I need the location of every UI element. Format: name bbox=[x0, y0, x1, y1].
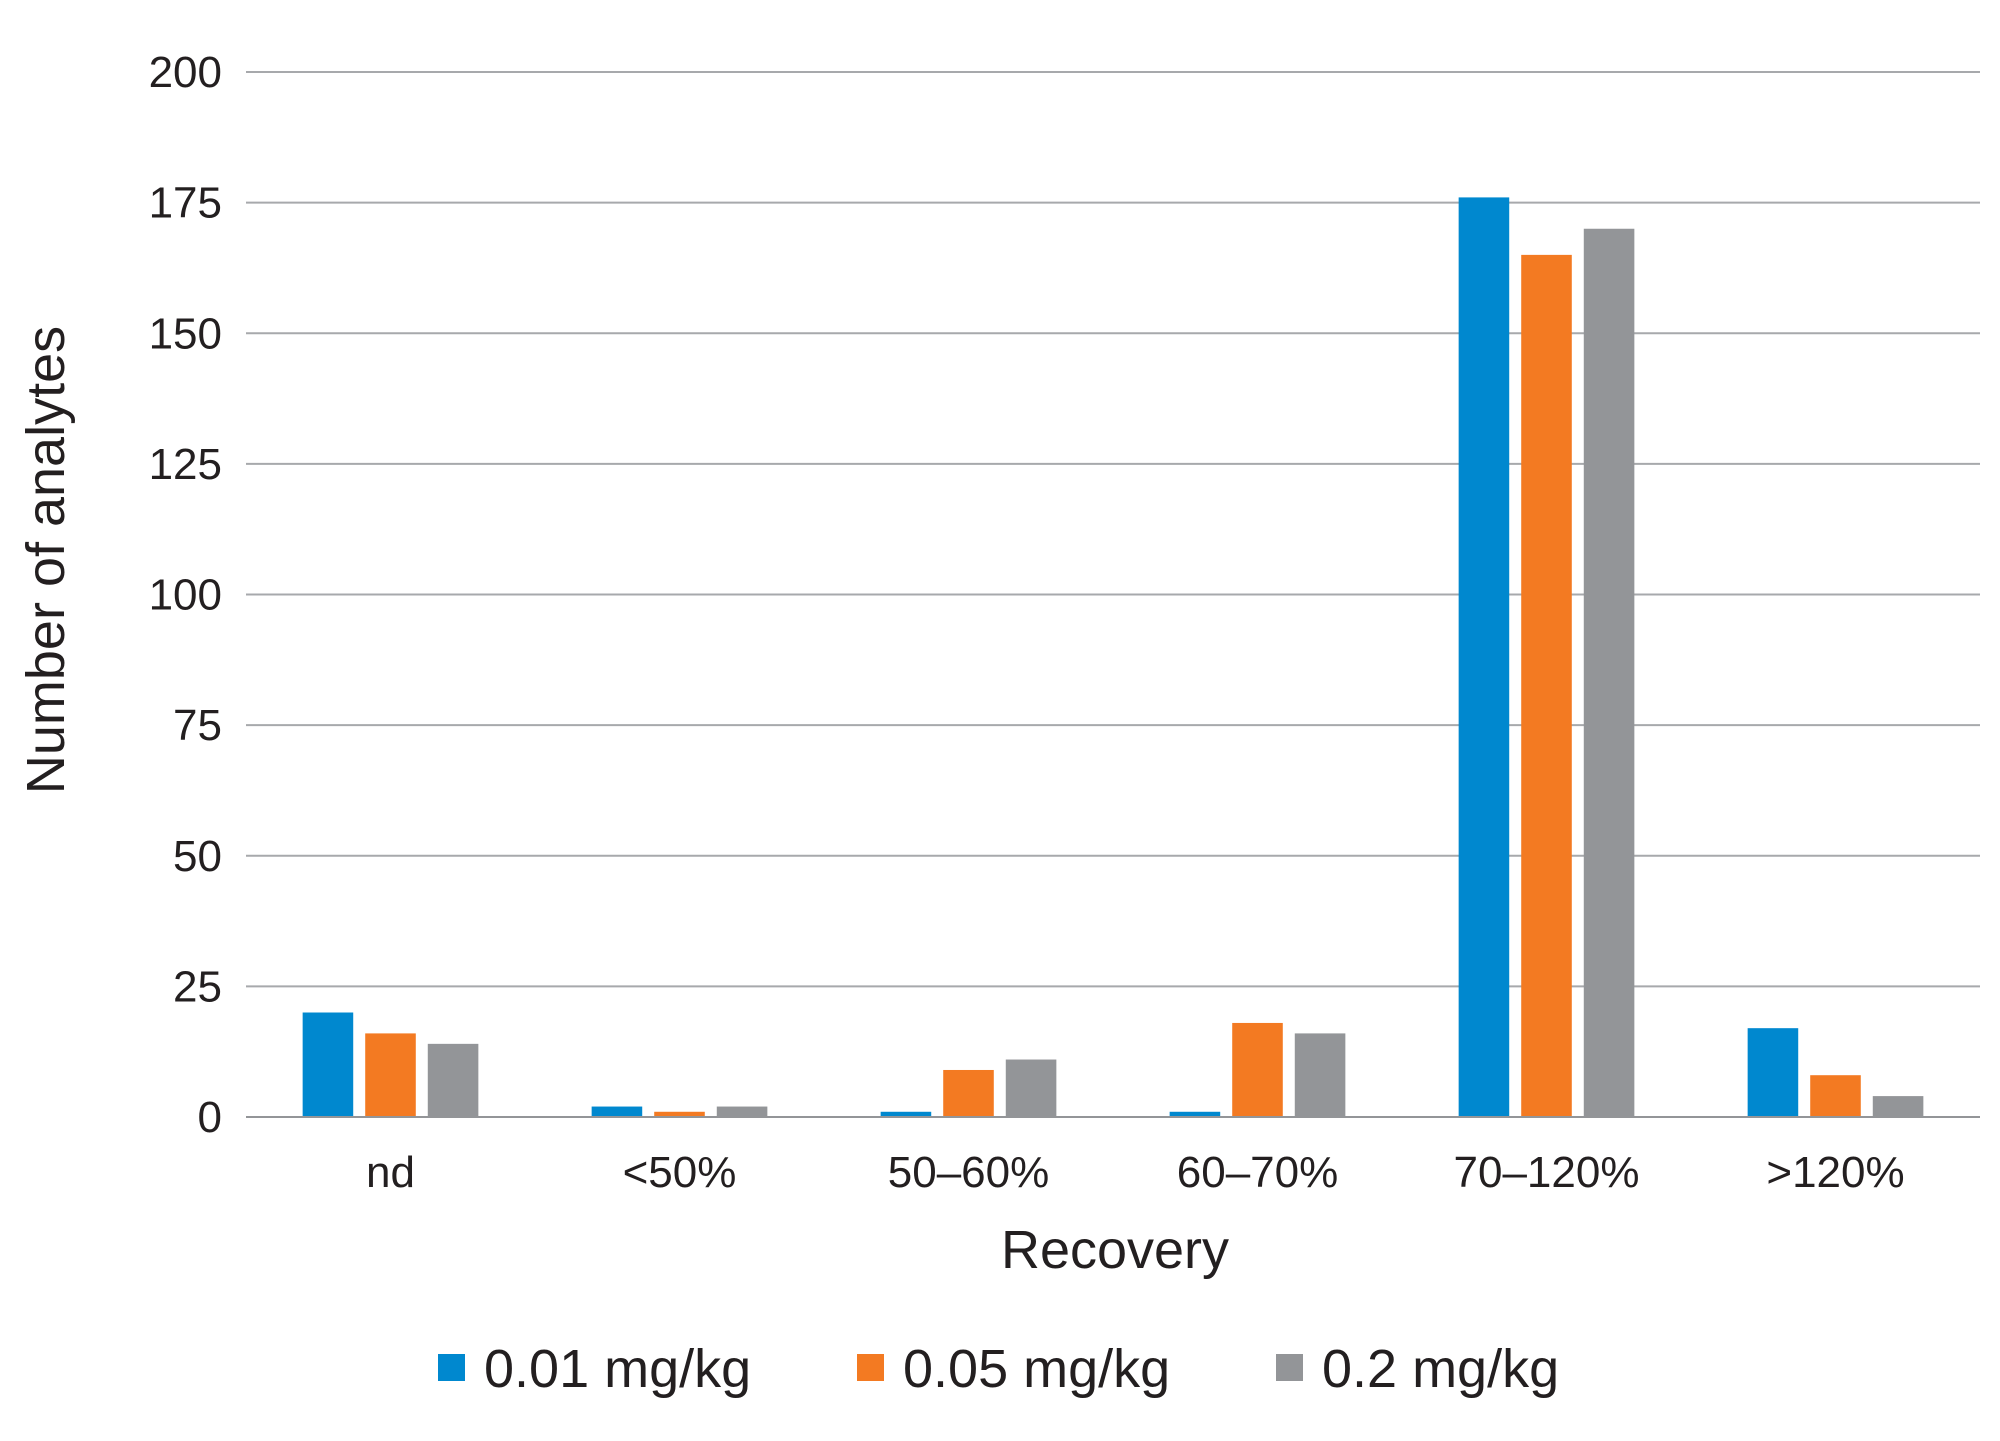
bar bbox=[1747, 1028, 1799, 1117]
gridlines bbox=[246, 71, 1980, 988]
legend-swatch bbox=[857, 1354, 884, 1381]
y-tick-label: 125 bbox=[149, 440, 222, 489]
bar bbox=[365, 1033, 416, 1117]
y-tick-label: 0 bbox=[198, 1093, 222, 1142]
y-tick-label: 50 bbox=[173, 832, 222, 881]
y-tick-label: 25 bbox=[173, 962, 222, 1011]
bar bbox=[591, 1106, 643, 1117]
legend-swatch bbox=[1276, 1354, 1303, 1381]
legend: 0.01 mg/kg 0.05 mg/kg 0.2 mg/kg bbox=[438, 1339, 1559, 1399]
bar bbox=[880, 1111, 932, 1117]
bar bbox=[1872, 1096, 1924, 1117]
x-tick-label: 60–70% bbox=[1177, 1148, 1338, 1197]
y-tick-label: 100 bbox=[149, 571, 222, 620]
x-axis-title: Recovery bbox=[1001, 1220, 1229, 1280]
legend-label: 0.05 mg/kg bbox=[903, 1339, 1170, 1399]
bar bbox=[1458, 197, 1510, 1117]
x-tick-label: >120% bbox=[1766, 1148, 1904, 1197]
y-tick-label: 175 bbox=[149, 179, 222, 228]
bar bbox=[1521, 254, 1572, 1117]
x-tick-label: <50% bbox=[623, 1148, 737, 1197]
y-tick-label: 75 bbox=[173, 701, 222, 750]
bar bbox=[302, 1012, 354, 1117]
bar bbox=[716, 1106, 768, 1117]
legend-label: 0.2 mg/kg bbox=[1322, 1339, 1559, 1399]
bar bbox=[1232, 1022, 1283, 1117]
bar bbox=[1810, 1075, 1861, 1117]
bar bbox=[1169, 1111, 1221, 1117]
bar bbox=[654, 1111, 705, 1117]
y-tick-label: 150 bbox=[149, 309, 222, 358]
bar bbox=[943, 1069, 994, 1117]
x-tick-label: nd bbox=[366, 1148, 415, 1197]
x-tick-label: 50–60% bbox=[888, 1148, 1049, 1197]
bar bbox=[427, 1043, 479, 1117]
y-tick-label: 200 bbox=[149, 48, 222, 97]
y-axis-title: Number of analytes bbox=[16, 326, 76, 794]
y-axis-tick-labels: 0 25 50 75 100 125 150 175 200 bbox=[149, 48, 222, 1142]
legend-label: 0.01 mg/kg bbox=[484, 1339, 751, 1399]
bar bbox=[1294, 1033, 1346, 1117]
bar bbox=[1583, 228, 1635, 1117]
bars bbox=[302, 197, 1924, 1117]
x-axis-tick-labels: nd <50% 50–60% 60–70% 70–120% >120% bbox=[366, 1148, 1905, 1197]
bar bbox=[1005, 1059, 1057, 1117]
legend-swatch bbox=[438, 1354, 465, 1381]
x-tick-label: 70–120% bbox=[1454, 1148, 1640, 1197]
